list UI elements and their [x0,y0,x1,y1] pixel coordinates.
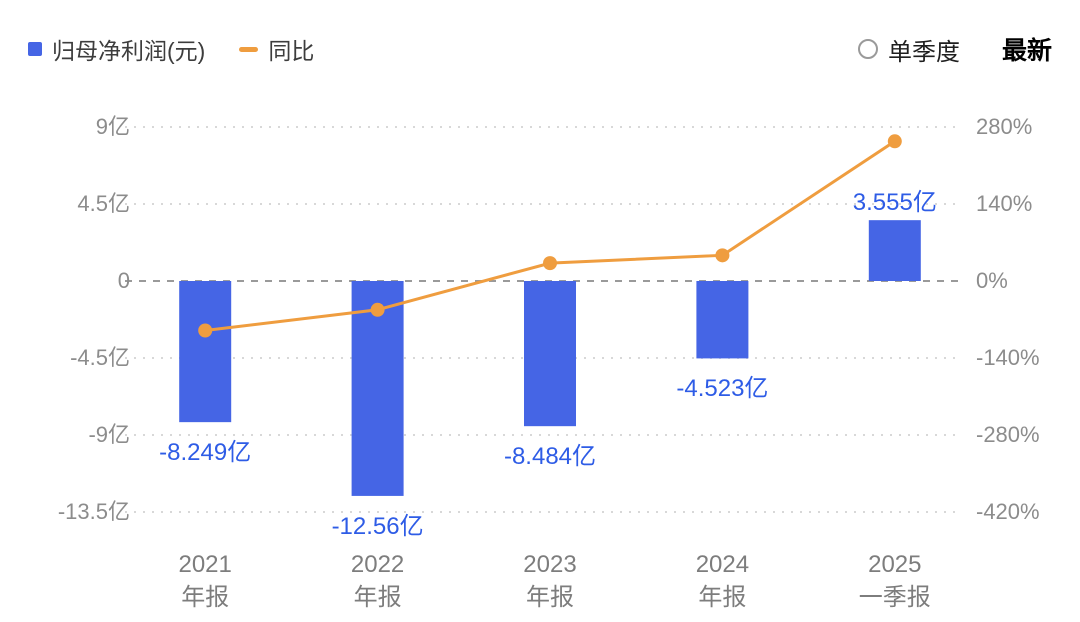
legend-profit-label: 归母净利润(元) [52,38,206,64]
profit-bar-2025[interactable] [868,220,921,281]
right-axis-tick: -280% [976,422,1040,447]
single-quarter-radio[interactable] [857,39,878,59]
legend-item-yoy[interactable]: 同比 [239,32,314,66]
bar-value-label-2021: -8.249亿 [159,439,252,467]
profit-bar-2021[interactable] [179,281,232,423]
bar-value-label-2023: -8.484亿 [503,443,597,471]
yoy-point-2025[interactable] [887,134,902,149]
x-axis-label-2021: 2021 年报 [178,551,232,611]
left-axis-tick: -4.5亿 [70,345,130,370]
bar-legend-swatch-icon [28,42,42,56]
left-axis-tick: 0 [117,268,130,293]
x-axis-label-2023: 2023 年报 [523,551,577,611]
bar-value-label-2025: 3.555亿 [852,189,937,217]
right-axis-tick: -420% [976,499,1040,524]
profit-bar-2022[interactable] [351,281,404,496]
bar-value-label-2022: -12.56亿 [331,512,424,540]
line-legend-swatch-icon [239,46,259,52]
left-axis-tick: -13.5亿 [57,499,130,524]
yoy-point-2024[interactable] [715,248,730,263]
right-axis-tick: -140% [976,345,1040,370]
yoy-point-2023[interactable] [543,256,557,271]
latest-tab[interactable]: 最新 [1001,37,1052,65]
x-axis-label-2022: 2022 年报 [350,551,405,611]
legend-yoy-label: 同比 [268,38,315,64]
bar-value-label-2024: -4.523亿 [676,375,769,403]
x-axis-label-2024: 2024 年报 [695,551,750,611]
yoy-point-2021[interactable] [198,323,213,338]
left-axis-tick: 9亿 [95,114,130,139]
legend-item-profit[interactable]: 归母净利润(元) [28,32,205,66]
single-quarter-label[interactable]: 单季度 [887,38,960,66]
x-axis-label-2025: 2025 一季报 [858,551,931,611]
chart-header: 归母净利润(元) 同比 单季度 最新 [0,0,1080,70]
right-axis-tick: 280% [976,114,1033,139]
profit-bar-2023[interactable] [524,281,576,427]
profit-bar-2024[interactable] [696,281,749,359]
right-axis-tick: 140% [976,191,1033,216]
chart-controls: 单季度 最新 [857,31,1052,67]
left-axis-tick: 4.5亿 [77,191,130,216]
right-axis-tick: 0% [976,268,1008,293]
yoy-point-2022[interactable] [370,302,385,317]
left-axis-tick: -9亿 [88,422,130,447]
legend: 归母净利润(元) 同比 [28,32,314,66]
